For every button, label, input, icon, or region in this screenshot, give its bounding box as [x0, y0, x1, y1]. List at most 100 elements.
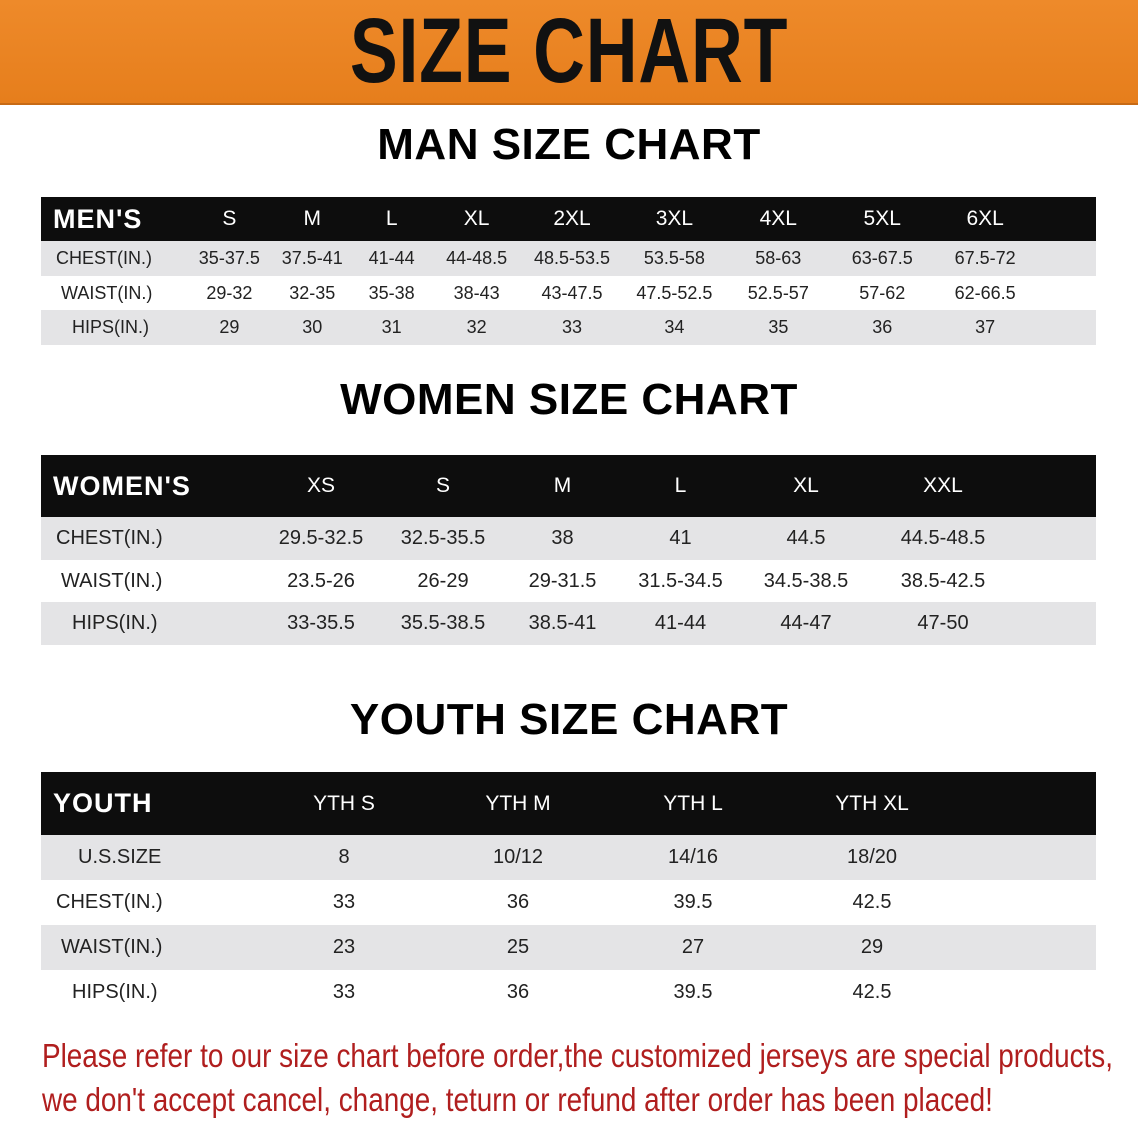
- table-row: HIPS(IN.) 33-35.5 35.5-38.5 38.5-41 41-44 44-…: [41, 602, 1096, 646]
- measurement-cell: 34.5-38.5: [763, 569, 849, 592]
- measurement-cell: 26-29: [417, 569, 469, 592]
- women-header-row: WOMEN'S XS S M L XL XXL: [41, 455, 1096, 517]
- size-column-header: M: [553, 474, 572, 497]
- measurement-cell: 29: [219, 317, 240, 338]
- measurement-cell: 38-43: [453, 282, 500, 303]
- men-size-table: MEN'S S M L XL 2XL 3XL 4XL 5XL 6XL CHEST(IN.) 35-37…: [41, 197, 1096, 346]
- measurement-cell: 44.5: [786, 526, 826, 549]
- table-row: WAIST(IN.) 29-32 32-35 35-38 38-43 43-47.5 47.…: [41, 275, 1096, 311]
- measurement-cell: 44.5-48.5: [900, 526, 986, 549]
- table-row: WAIST(IN.) 23.5-26 26-29 29-31.5 31.5-34.5 34…: [41, 559, 1096, 603]
- row-label: WAIST(IN.): [61, 936, 163, 958]
- measurement-cell: 38.5-41: [528, 612, 597, 635]
- measurement-cell: 32.5-35.5: [400, 526, 486, 549]
- measurement-cell: 41-44: [368, 247, 415, 268]
- banner: SIZE CHART: [0, 0, 1138, 105]
- measurement-cell: 29: [860, 936, 884, 958]
- measurement-cell: 36: [506, 891, 530, 913]
- measurement-cell: 38.5-42.5: [900, 569, 986, 592]
- measurement-cell: 35: [768, 317, 789, 338]
- measurement-cell: 29-32: [206, 282, 253, 303]
- measurement-cell: 14/16: [667, 846, 719, 868]
- women-size-table: WOMEN'S XS S M L XL XXL CHEST(IN.) 29.5-32.5 32.5…: [41, 455, 1096, 646]
- measurement-cell: 29.5-32.5: [278, 526, 364, 549]
- measurement-cell: 35-37.5: [198, 247, 260, 268]
- size-column-header: YTH L: [663, 791, 723, 815]
- measurement-cell: 31.5-34.5: [638, 569, 723, 592]
- row-label: WAIST(IN.): [61, 282, 153, 303]
- measurement-cell: 62-66.5: [954, 282, 1016, 303]
- row-label: WAIST(IN.): [61, 569, 163, 592]
- size-column-header: S: [222, 207, 237, 230]
- measurement-cell: 33: [332, 981, 356, 1003]
- measurement-cell: 52.5-57: [747, 282, 809, 303]
- measurement-cell: 41: [669, 526, 692, 549]
- measurement-cell: 44-48.5: [446, 247, 508, 268]
- size-column-header: L: [674, 474, 687, 497]
- measurement-cell: 27: [681, 936, 705, 958]
- size-column-header: XL: [793, 474, 819, 497]
- measurement-cell: 8: [338, 846, 350, 868]
- table-row: CHEST(IN.) 29.5-32.5 32.5-35.5 38 41 44.5 44.5…: [41, 517, 1096, 560]
- measurement-cell: 32: [466, 317, 487, 338]
- men-header-label: MEN'S: [53, 203, 143, 234]
- row-label: CHEST(IN.): [56, 247, 152, 268]
- measurement-cell: 32-35: [289, 282, 336, 303]
- size-column-header: S: [435, 474, 450, 497]
- men-header-row: MEN'S S M L XL 2XL 3XL 4XL 5XL 6XL: [41, 197, 1096, 241]
- measurement-cell: 30: [302, 317, 323, 338]
- measurement-cell: 37: [975, 317, 996, 338]
- measurement-cell: 44-47: [780, 612, 832, 635]
- row-label: HIPS(IN.): [72, 317, 150, 338]
- youth-size-table: YOUTH YTH S YTH M YTH L YTH XL U.S.SIZE 8 10/12…: [41, 772, 1096, 1015]
- banner-title: SIZE CHART: [349, 0, 789, 102]
- men-section-title: MAN SIZE CHART: [377, 120, 761, 169]
- row-label: HIPS(IN.): [72, 612, 158, 635]
- measurement-cell: 36: [506, 981, 530, 1003]
- measurement-cell: 35-38: [368, 282, 415, 303]
- measurement-cell: 39.5: [673, 891, 713, 913]
- measurement-cell: 33-35.5: [287, 612, 355, 635]
- measurement-cell: 63-67.5: [851, 247, 913, 268]
- size-column-header: 2XL: [553, 207, 591, 230]
- size-column-header: L: [385, 207, 398, 230]
- size-column-header: M: [303, 207, 322, 230]
- measurement-cell: 42.5: [852, 981, 892, 1003]
- row-label: CHEST(IN.): [56, 526, 163, 549]
- measurement-cell: 39.5: [673, 981, 713, 1003]
- size-column-header: YTH S: [313, 791, 375, 815]
- measurement-cell: 34: [664, 317, 685, 338]
- measurement-cell: 58-63: [755, 247, 802, 268]
- size-column-header: XL: [463, 207, 490, 230]
- measurement-cell: 35.5-38.5: [400, 612, 486, 635]
- measurement-cell: 23.5-26: [287, 569, 355, 592]
- women-header-label: WOMEN'S: [53, 470, 191, 501]
- size-column-header: 5XL: [863, 207, 901, 230]
- footer-notice-line-2: we don't accept cancel, change, teturn o…: [42, 1081, 993, 1118]
- table-row: WAIST(IN.) 23 25 27 29: [41, 925, 1096, 970]
- footer-notice-line-1: Please refer to our size chart before or…: [42, 1037, 1114, 1074]
- size-column-header: XS: [306, 474, 335, 497]
- youth-header-label: YOUTH: [53, 788, 153, 818]
- measurement-cell: 36: [872, 317, 893, 338]
- measurement-cell: 18/20: [846, 846, 898, 868]
- measurement-cell: 33: [562, 317, 583, 338]
- row-label: CHEST(IN.): [56, 891, 163, 913]
- measurement-cell: 37.5-41: [281, 247, 343, 268]
- measurement-cell: 47-50: [917, 612, 969, 635]
- measurement-cell: 38: [551, 526, 574, 549]
- measurement-cell: 29-31.5: [528, 569, 597, 592]
- row-label: HIPS(IN.): [72, 981, 158, 1003]
- measurement-cell: 47.5-52.5: [636, 282, 713, 303]
- measurement-cell: 53.5-58: [643, 247, 705, 268]
- measurement-cell: 57-62: [859, 282, 906, 303]
- table-row: HIPS(IN.) 29 30 31 32 33 34 35 36 37: [41, 310, 1096, 346]
- size-column-header: YTH M: [485, 791, 551, 815]
- table-row: CHEST(IN.) 35-37.5 37.5-41 41-44 44-48.5 48.5…: [41, 241, 1096, 276]
- size-column-header: 3XL: [655, 207, 694, 230]
- table-row: HIPS(IN.) 33 36 39.5 42.5: [41, 970, 1096, 1015]
- size-column-header: XXL: [923, 474, 963, 497]
- measurement-cell: 48.5-53.5: [533, 247, 611, 268]
- measurement-cell: 43-47.5: [541, 282, 603, 303]
- row-label: U.S.SIZE: [78, 846, 162, 868]
